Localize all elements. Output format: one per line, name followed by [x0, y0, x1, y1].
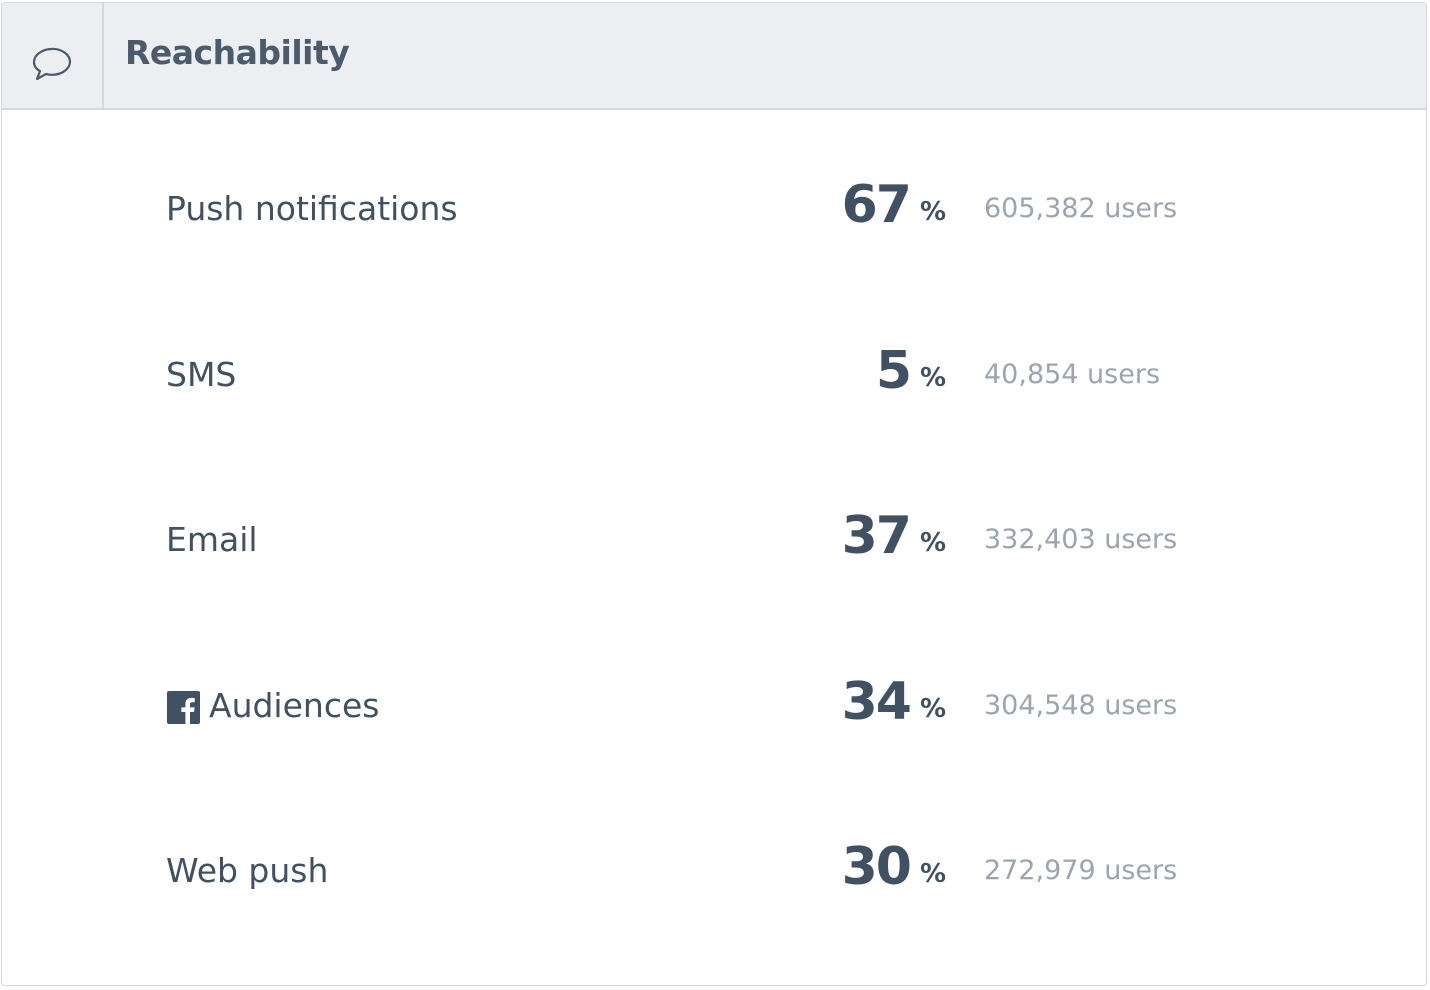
percent-unit: % [920, 693, 947, 724]
percent-unit: % [920, 859, 947, 890]
reach-percent: 67 [841, 175, 912, 235]
channel-row: Audiences 34% 304,548 users [2, 672, 1426, 738]
facebook-icon [167, 691, 200, 724]
reach-percent: 5 [875, 340, 912, 401]
reach-percent: 37 [841, 506, 912, 567]
user-count: 272,979 users [984, 855, 1178, 887]
user-count: 304,548 users [984, 689, 1178, 721]
channel-label: SMS [166, 354, 237, 394]
channel-label: Push notifications [166, 189, 458, 228]
reach-percent: 34 [841, 671, 912, 732]
channel-row: Web push 30% 272,979 users [2, 837, 1426, 903]
channel-row: Email 37% 332,403 users [2, 506, 1426, 572]
channel-row: SMS 5% 40,854 users [2, 341, 1426, 407]
reach-percent: 30 [841, 837, 912, 898]
percent-unit: % [920, 528, 947, 559]
channel-label: Email [166, 520, 258, 560]
card-title: Reachability [125, 33, 350, 72]
user-count: 605,382 users [984, 193, 1178, 224]
comment-icon [32, 47, 72, 81]
percent-unit: % [920, 197, 947, 227]
user-count: 40,854 users [984, 358, 1161, 390]
channel-label: Audiences [209, 685, 380, 725]
card-header: Reachability [2, 3, 1426, 110]
user-count: 332,403 users [984, 524, 1178, 556]
channel-label: Web push [166, 851, 329, 891]
percent-unit: % [920, 362, 947, 393]
channel-row: Push notifications 67% 605,382 users [2, 175, 1426, 241]
icon-cell [2, 3, 104, 108]
